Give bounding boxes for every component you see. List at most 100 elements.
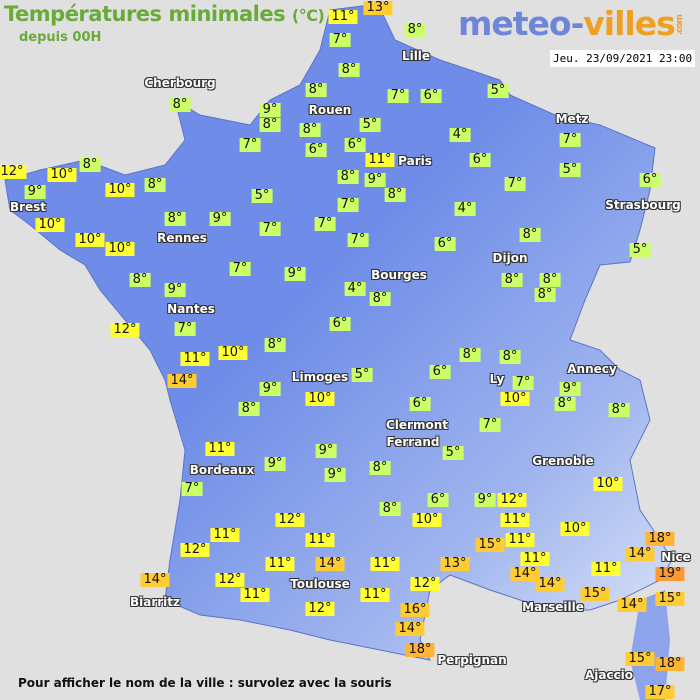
temperature-marker[interactable]: 11° xyxy=(305,533,335,547)
temperature-marker[interactable]: 8° xyxy=(539,273,561,287)
temperature-marker[interactable]: 7° xyxy=(387,89,409,103)
temperature-marker[interactable]: 8° xyxy=(259,118,281,132)
temperature-marker[interactable]: 4° xyxy=(344,282,366,296)
temperature-marker[interactable]: 13° xyxy=(363,1,393,15)
temperature-marker[interactable]: 6° xyxy=(469,153,491,167)
temperature-marker[interactable]: 8° xyxy=(384,188,406,202)
temperature-marker[interactable]: 14° xyxy=(625,547,655,561)
temperature-marker[interactable]: 8° xyxy=(305,83,327,97)
temperature-marker[interactable]: 5° xyxy=(559,163,581,177)
temperature-marker[interactable]: 7° xyxy=(329,33,351,47)
temperature-marker[interactable]: 8° xyxy=(369,292,391,306)
temperature-marker[interactable]: 8° xyxy=(369,461,391,475)
temperature-marker[interactable]: 9° xyxy=(324,468,346,482)
temperature-marker[interactable]: 12° xyxy=(0,165,27,179)
temperature-marker[interactable]: 7° xyxy=(181,482,203,496)
temperature-marker[interactable]: 10° xyxy=(305,392,335,406)
temperature-marker[interactable]: 4° xyxy=(454,202,476,216)
temperature-marker[interactable]: 5° xyxy=(251,189,273,203)
temperature-marker[interactable]: 15° xyxy=(475,538,505,552)
temperature-marker[interactable]: 9° xyxy=(559,382,581,396)
temperature-marker[interactable]: 7° xyxy=(559,133,581,147)
temperature-marker[interactable]: 15° xyxy=(625,652,655,666)
temperature-marker[interactable]: 11° xyxy=(505,533,535,547)
temperature-marker[interactable]: 14° xyxy=(617,598,647,612)
temperature-marker[interactable]: 19° xyxy=(655,567,685,581)
temperature-marker[interactable]: 7° xyxy=(504,177,526,191)
temperature-marker[interactable]: 12° xyxy=(275,513,305,527)
temperature-marker[interactable]: 10° xyxy=(500,392,530,406)
temperature-marker[interactable]: 7° xyxy=(314,217,336,231)
temperature-marker[interactable]: 4° xyxy=(449,128,471,142)
temperature-marker[interactable]: 15° xyxy=(655,592,685,606)
temperature-marker[interactable]: 14° xyxy=(140,573,170,587)
temperature-marker[interactable]: 15° xyxy=(580,587,610,601)
temperature-marker[interactable]: 11° xyxy=(365,153,395,167)
temperature-marker[interactable]: 7° xyxy=(259,222,281,236)
temperature-marker[interactable]: 9° xyxy=(209,212,231,226)
temperature-marker[interactable]: 5° xyxy=(351,368,373,382)
temperature-marker[interactable]: 8° xyxy=(299,123,321,137)
temperature-marker[interactable]: 8° xyxy=(379,502,401,516)
temperature-marker[interactable]: 12° xyxy=(497,493,527,507)
temperature-marker[interactable]: 8° xyxy=(79,158,101,172)
temperature-marker[interactable]: 6° xyxy=(427,493,449,507)
temperature-marker[interactable]: 10° xyxy=(105,242,135,256)
temperature-marker[interactable]: 10° xyxy=(105,183,135,197)
temperature-marker[interactable]: 8° xyxy=(144,178,166,192)
temperature-marker[interactable]: 6° xyxy=(434,237,456,251)
temperature-marker[interactable]: 18° xyxy=(405,643,435,657)
temperature-marker[interactable]: 8° xyxy=(519,228,541,242)
temperature-marker[interactable]: 7° xyxy=(479,418,501,432)
temperature-marker[interactable]: 14° xyxy=(395,622,425,636)
temperature-marker[interactable]: 12° xyxy=(215,573,245,587)
temperature-marker[interactable]: 11° xyxy=(328,10,358,24)
temperature-marker[interactable]: 12° xyxy=(110,323,140,337)
temperature-marker[interactable]: 10° xyxy=(47,168,77,182)
temperature-marker[interactable]: 11° xyxy=(265,557,295,571)
temperature-marker[interactable]: 7° xyxy=(229,262,251,276)
temperature-marker[interactable]: 17° xyxy=(645,685,675,699)
temperature-marker[interactable]: 6° xyxy=(329,317,351,331)
temperature-marker[interactable]: 11° xyxy=(180,352,210,366)
temperature-marker[interactable]: 5° xyxy=(359,118,381,132)
temperature-marker[interactable]: 16° xyxy=(400,603,430,617)
temperature-marker[interactable]: 8° xyxy=(534,288,556,302)
temperature-marker[interactable]: 7° xyxy=(337,198,359,212)
temperature-marker[interactable]: 10° xyxy=(35,218,65,232)
temperature-marker[interactable]: 9° xyxy=(24,185,46,199)
temperature-marker[interactable]: 8° xyxy=(164,212,186,226)
temperature-marker[interactable]: 14° xyxy=(510,567,540,581)
temperature-marker[interactable]: 9° xyxy=(164,283,186,297)
temperature-marker[interactable]: 8° xyxy=(129,273,151,287)
temperature-marker[interactable]: 8° xyxy=(264,338,286,352)
temperature-marker[interactable]: 11° xyxy=(520,552,550,566)
temperature-marker[interactable]: 11° xyxy=(500,513,530,527)
temperature-marker[interactable]: 10° xyxy=(218,346,248,360)
temperature-marker[interactable]: 11° xyxy=(205,442,235,456)
temperature-marker[interactable]: 8° xyxy=(459,348,481,362)
temperature-marker[interactable]: 18° xyxy=(645,532,675,546)
temperature-marker[interactable]: 6° xyxy=(344,138,366,152)
temperature-marker[interactable]: 12° xyxy=(305,602,335,616)
temperature-marker[interactable]: 10° xyxy=(560,522,590,536)
temperature-marker[interactable]: 12° xyxy=(410,577,440,591)
temperature-marker[interactable]: 6° xyxy=(420,89,442,103)
temperature-marker[interactable]: 8° xyxy=(338,63,360,77)
temperature-marker[interactable]: 7° xyxy=(239,138,261,152)
temperature-marker[interactable]: 14° xyxy=(167,374,197,388)
temperature-marker[interactable]: 7° xyxy=(512,376,534,390)
temperature-marker[interactable]: 11° xyxy=(240,588,270,602)
temperature-marker[interactable]: 14° xyxy=(315,557,345,571)
temperature-marker[interactable]: 11° xyxy=(370,557,400,571)
temperature-marker[interactable]: 14° xyxy=(535,577,565,591)
temperature-marker[interactable]: 5° xyxy=(629,243,651,257)
temperature-marker[interactable]: 9° xyxy=(474,493,496,507)
logo[interactable]: meteo-villes.com xyxy=(458,4,685,43)
temperature-marker[interactable]: 12° xyxy=(180,543,210,557)
temperature-marker[interactable]: 8° xyxy=(608,403,630,417)
temperature-marker[interactable]: 9° xyxy=(364,173,386,187)
temperature-marker[interactable]: 10° xyxy=(75,233,105,247)
temperature-marker[interactable]: 8° xyxy=(499,350,521,364)
temperature-marker[interactable]: 6° xyxy=(429,365,451,379)
